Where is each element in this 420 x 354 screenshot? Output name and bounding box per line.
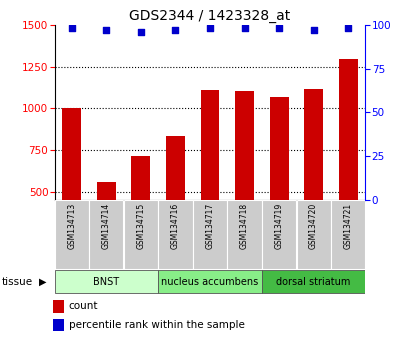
Text: GSM134719: GSM134719 [275, 203, 284, 249]
Bar [131, 156, 150, 275]
Bar [52, 300, 64, 313]
Text: count: count [68, 301, 98, 312]
Text: GSM134721: GSM134721 [344, 203, 353, 249]
Text: GSM134714: GSM134714 [102, 203, 111, 249]
Point [276, 25, 282, 31]
Text: ▶: ▶ [39, 277, 47, 287]
Point [345, 25, 352, 31]
Bar [124, 200, 158, 269]
Bar [304, 89, 323, 275]
Bar [166, 136, 185, 275]
Bar [297, 200, 331, 269]
Text: GSM134718: GSM134718 [240, 203, 249, 249]
Bar [55, 200, 89, 269]
Bar [339, 59, 357, 275]
Bar [89, 200, 123, 269]
Bar [97, 182, 116, 275]
Text: dorsal striatum: dorsal striatum [276, 277, 351, 287]
Point [103, 27, 110, 33]
Bar [235, 91, 254, 275]
Bar [55, 270, 158, 293]
Bar [228, 200, 262, 269]
Text: percentile rank within the sample: percentile rank within the sample [68, 320, 244, 330]
Text: GDS2344 / 1423328_at: GDS2344 / 1423328_at [129, 9, 291, 23]
Point [310, 27, 317, 33]
Bar [200, 90, 220, 275]
Bar [262, 270, 365, 293]
Point [241, 25, 248, 31]
Point [138, 29, 144, 35]
Bar [193, 200, 227, 269]
Point [172, 27, 179, 33]
Bar [52, 319, 64, 331]
Bar [270, 97, 289, 275]
Point [207, 25, 213, 31]
Text: BNST: BNST [93, 277, 119, 287]
Text: tissue: tissue [2, 277, 33, 287]
Point [68, 25, 75, 31]
Bar [63, 108, 81, 275]
Bar [158, 270, 262, 293]
Text: nucleus accumbens: nucleus accumbens [161, 277, 259, 287]
Text: GSM134717: GSM134717 [205, 203, 215, 249]
Bar [262, 200, 296, 269]
Text: GSM134716: GSM134716 [171, 203, 180, 249]
Bar [158, 200, 192, 269]
Bar [331, 200, 365, 269]
Text: GSM134720: GSM134720 [309, 203, 318, 249]
Text: GSM134715: GSM134715 [136, 203, 145, 249]
Text: GSM134713: GSM134713 [67, 203, 76, 249]
